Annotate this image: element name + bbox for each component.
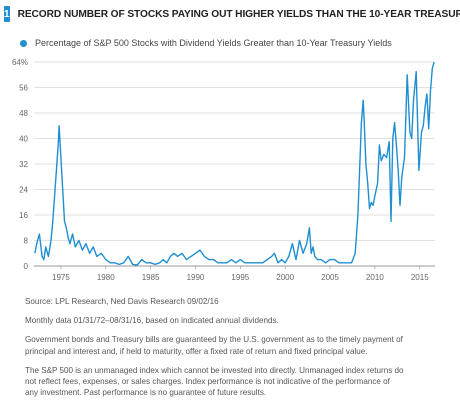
y-tick-label: 24	[19, 186, 28, 195]
y-tick-label: 32	[19, 160, 28, 169]
x-tick-label: 2010	[366, 273, 384, 282]
y-tick-label: 64%	[12, 58, 28, 67]
source-note: Source: LPL Research, Ned Davis Research…	[25, 297, 219, 306]
series-line	[34, 61, 435, 266]
x-tick-label: 1980	[97, 273, 115, 282]
y-tick-label: 56	[19, 84, 28, 93]
figure-number-badge: 1	[4, 6, 10, 22]
chart-header: 1 RECORD NUMBER OF STOCKS PAYING OUT HIG…	[4, 4, 460, 24]
x-tick-label: 1995	[231, 273, 249, 282]
chart-legend: Percentage of S&P 500 Stocks with Divide…	[20, 38, 392, 48]
x-tick-label: 1990	[187, 273, 205, 282]
line-chart: 0 8 16 24 32 40 48 56 64% 1975 1980 1985 1990 1995 200…	[12, 58, 435, 282]
chart-title: RECORD NUMBER OF STOCKS PAYING OUT HIGHE…	[17, 8, 460, 20]
x-tick-label: 2015	[411, 273, 429, 282]
x-tick-label: 2005	[321, 273, 339, 282]
y-tick-label: 40	[19, 135, 28, 144]
x-tick-label: 1975	[52, 273, 70, 282]
legend-dot-icon	[20, 39, 27, 47]
y-tick-label: 16	[19, 211, 28, 220]
government-bonds-disclaimer: Government bonds and Treasury bills are …	[25, 335, 403, 356]
monthly-data-note: Monthly data 01/31/72–08/31/16, based on…	[25, 316, 279, 326]
y-tick-label: 0	[24, 262, 29, 271]
y-tick-label: 48	[19, 109, 28, 118]
legend-label: Percentage of S&P 500 Stocks with Divide…	[35, 38, 392, 48]
y-tick-label: 8	[24, 237, 29, 246]
x-tick-label: 1985	[142, 273, 160, 282]
chart-notes: Source: LPL Research, Ned Davis Research…	[25, 296, 455, 406]
sp500-disclaimer: The S&P 500 is an unmanaged index which …	[25, 365, 404, 398]
x-tick-label: 2000	[276, 273, 294, 282]
